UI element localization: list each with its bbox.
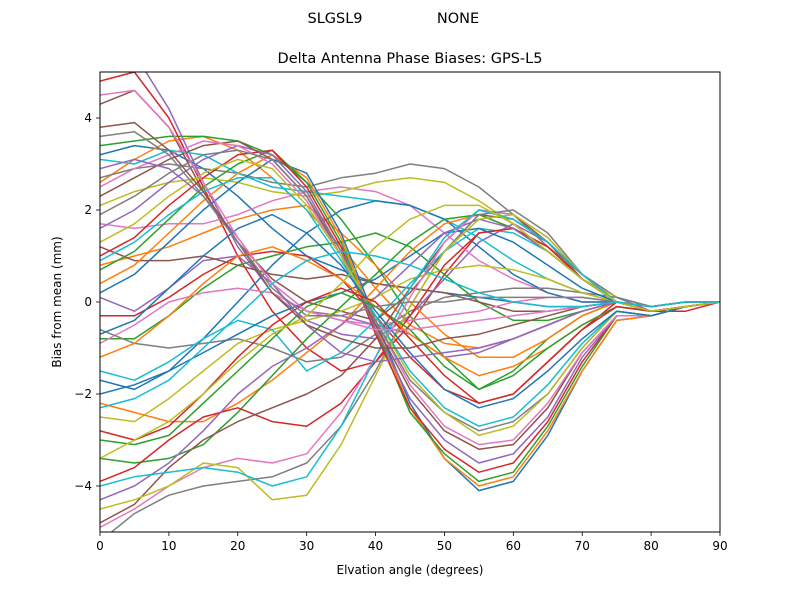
x-axis: 0 10 20 30 40 50 60 70 80 90 — [96, 532, 728, 553]
y-tick-label: 4 — [84, 111, 92, 125]
y-axis-label: Bias from mean (mm) — [50, 236, 64, 367]
suptitle-left: SLGSL9 — [307, 11, 362, 27]
x-tick-label: 80 — [643, 539, 658, 553]
x-tick-label: 20 — [230, 539, 245, 553]
y-tick-label: 0 — [84, 295, 92, 309]
series-line-37 — [100, 140, 720, 446]
y-axis: −4 −2 0 2 4 — [74, 111, 100, 493]
series-line-50 — [100, 250, 720, 409]
y-tick-label: −2 — [74, 387, 92, 401]
x-tick-label: 10 — [161, 539, 176, 553]
x-tick-label: 40 — [368, 539, 383, 553]
x-tick-label: 30 — [299, 539, 314, 553]
series-line-18 — [100, 287, 720, 363]
suptitle-right: NONE — [437, 11, 479, 27]
series-line-41 — [100, 213, 720, 409]
x-tick-label: 70 — [575, 539, 590, 553]
x-tick-label: 90 — [712, 539, 727, 553]
y-tick-label: 2 — [84, 203, 92, 217]
x-tick-label: 0 — [96, 539, 104, 553]
y-tick-label: −4 — [74, 479, 92, 493]
x-tick-label: 50 — [437, 539, 452, 553]
series-layer — [100, 72, 720, 532]
x-axis-label: Elvation angle (degrees) — [337, 563, 484, 577]
chart-title: Delta Antenna Phase Biases: GPS-L5 — [278, 51, 543, 67]
x-tick-label: 60 — [506, 539, 521, 553]
